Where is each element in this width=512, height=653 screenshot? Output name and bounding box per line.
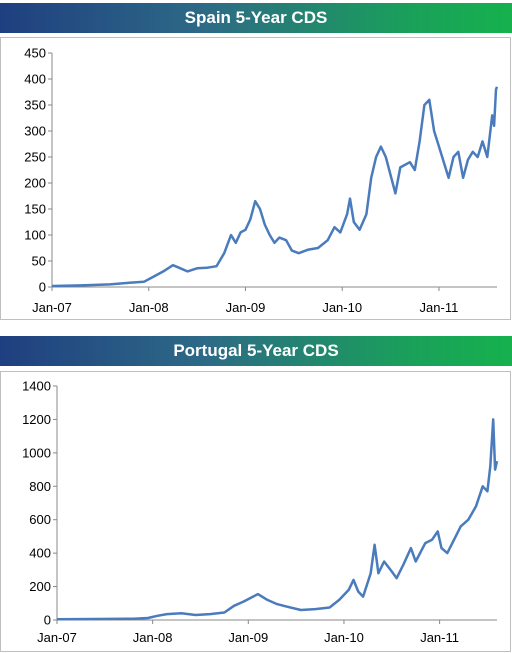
spain-cds-series-line [51, 86, 499, 288]
spain-y-tick-label: 300 [24, 124, 46, 139]
spain-x-tick-label: Jan-08 [129, 300, 169, 315]
spain-y-tick-label: 0 [39, 280, 46, 295]
spain-y-tick-label: 100 [24, 228, 46, 243]
spain-x-tick-label: Jan-11 [420, 300, 459, 315]
spain-x-tick-label: Jan-09 [226, 300, 266, 315]
portugal-chart-frame [0, 371, 511, 652]
spain-x-tick-label: Jan-10 [322, 300, 362, 315]
spain-x-tick-label: Jan-07 [32, 300, 72, 315]
spain-chart-title: Spain 5-Year CDS [0, 3, 512, 33]
spain-chart-frame [0, 37, 511, 320]
spain-y-tick-label: 350 [24, 98, 46, 113]
spain-y-tick-label: 400 [24, 72, 46, 87]
spain-y-tick-label: 200 [24, 176, 46, 191]
spain-y-tick-label: 150 [24, 202, 46, 217]
spain-chart-plot: 0 50 100 150 200 250 300 350 400 450 Jan-07 Jan-08 J… [24, 46, 499, 315]
spain-y-tick-label: 50 [32, 254, 46, 269]
spain-y-tick-label: 450 [24, 46, 46, 61]
spain-y-tick-label: 250 [24, 150, 46, 165]
portugal-chart-title: Portugal 5-Year CDS [0, 336, 512, 366]
